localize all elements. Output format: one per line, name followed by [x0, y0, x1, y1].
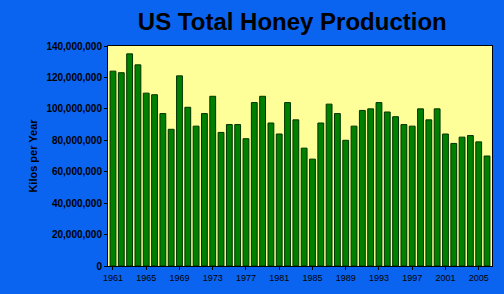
- svg-text:1961: 1961: [103, 273, 123, 283]
- svg-text:80,000,000: 80,000,000: [52, 135, 102, 146]
- svg-text:20,000,000: 20,000,000: [52, 229, 102, 240]
- svg-text:40,000,000: 40,000,000: [52, 198, 102, 209]
- svg-text:120,000,000: 120,000,000: [46, 72, 102, 83]
- svg-text:1997: 1997: [402, 273, 422, 283]
- svg-text:1981: 1981: [269, 273, 289, 283]
- svg-text:1965: 1965: [136, 273, 156, 283]
- svg-text:1993: 1993: [369, 273, 389, 283]
- svg-text:2001: 2001: [435, 273, 455, 283]
- svg-text:2005: 2005: [469, 273, 489, 283]
- svg-text:1977: 1977: [236, 273, 256, 283]
- svg-text:1989: 1989: [336, 273, 356, 283]
- svg-text:100,000,000: 100,000,000: [46, 103, 102, 114]
- svg-text:Kilos per Year: Kilos per Year: [27, 119, 39, 193]
- svg-text:140,000,000: 140,000,000: [46, 41, 102, 52]
- svg-text:1973: 1973: [203, 273, 223, 283]
- svg-text:US Total Honey Production: US Total Honey Production: [138, 8, 447, 35]
- svg-text:60,000,000: 60,000,000: [52, 166, 102, 177]
- svg-text:0: 0: [96, 261, 102, 272]
- svg-text:1985: 1985: [302, 273, 322, 283]
- svg-text:1969: 1969: [169, 273, 189, 283]
